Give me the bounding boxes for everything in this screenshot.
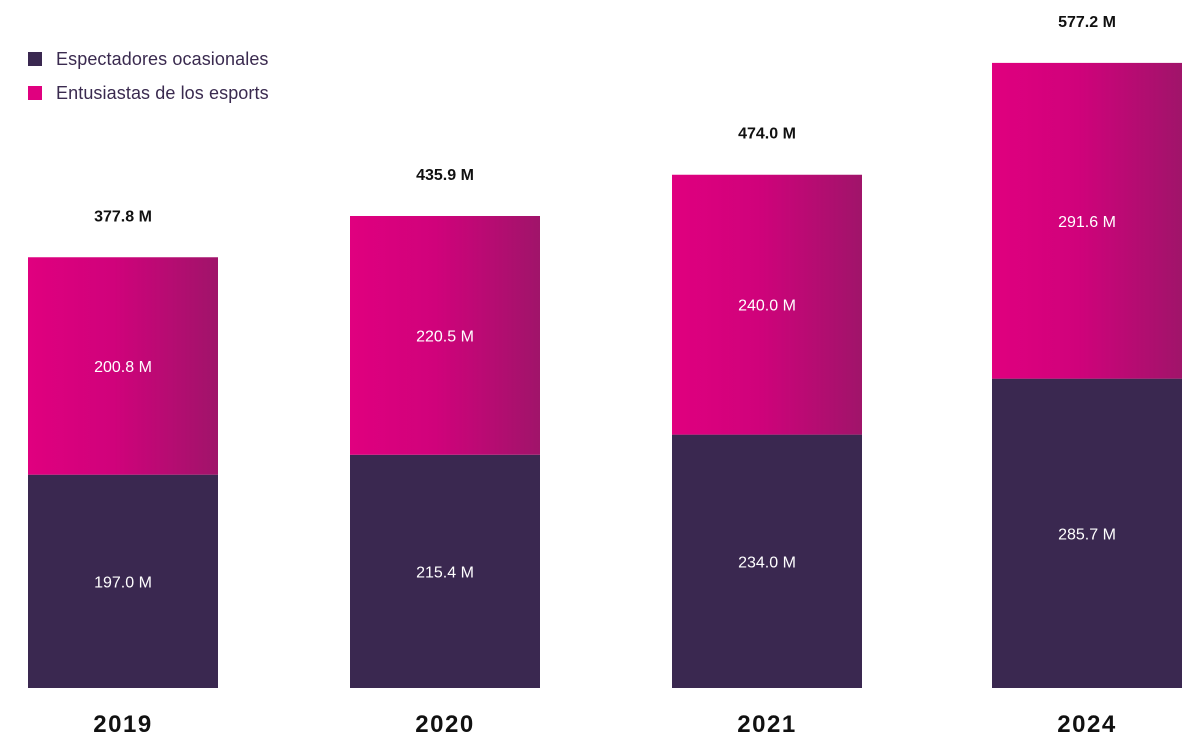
bar-casual-viewers-2020 [350, 454, 540, 688]
bar-esports-enthusiasts-2019 [28, 257, 218, 475]
category-label-2024: 2024 [1057, 711, 1116, 735]
total-label-2021: 474.0 M [738, 126, 796, 143]
legend-label-casual-viewers: Espectadores ocasionales [56, 48, 269, 69]
value-label-esports-enthusiasts-2021: 240.0 M [738, 298, 796, 315]
legend-item-casual-viewers: Espectadores ocasionales [28, 42, 269, 76]
value-label-casual-viewers-2020: 215.4 M [416, 564, 474, 581]
bar-esports-enthusiasts-2024 [992, 62, 1182, 379]
bars-layer [28, 62, 1182, 688]
bar-esports-enthusiasts-2020 [350, 216, 540, 455]
legend-label-esports-enthusiasts: Entusiastas de los esports [56, 82, 269, 103]
chart-legend: Espectadores ocasionales Entusiastas de … [28, 42, 269, 110]
legend-item-esports-enthusiasts: Entusiastas de los esports [28, 76, 269, 110]
value-label-casual-viewers-2019: 197.0 M [94, 574, 152, 591]
value-label-casual-viewers-2024: 285.7 M [1058, 526, 1116, 543]
total-label-2019: 377.8 M [94, 208, 152, 225]
total-label-2020: 435.9 M [416, 167, 474, 184]
bar-casual-viewers-2024 [992, 378, 1182, 688]
category-label-2019: 2019 [93, 711, 152, 735]
value-label-casual-viewers-2021: 234.0 M [738, 554, 796, 571]
legend-swatch-casual-viewers [28, 52, 42, 66]
total-label-2024: 577.2 M [1058, 14, 1116, 31]
bar-casual-viewers-2021 [672, 434, 862, 688]
category-label-2021: 2021 [737, 711, 796, 735]
value-label-esports-enthusiasts-2024: 291.6 M [1058, 214, 1116, 231]
value-label-esports-enthusiasts-2020: 220.5 M [416, 328, 474, 345]
category-label-2020: 2020 [415, 711, 474, 735]
bar-casual-viewers-2019 [28, 474, 218, 688]
bar-esports-enthusiasts-2021 [672, 174, 862, 435]
labels-layer: 197.0 M 200.8 M 377.8 M 2019 215.4 M 220.5 M 4… [93, 14, 1116, 735]
legend-swatch-esports-enthusiasts [28, 86, 42, 100]
value-label-esports-enthusiasts-2019: 200.8 M [94, 359, 152, 376]
